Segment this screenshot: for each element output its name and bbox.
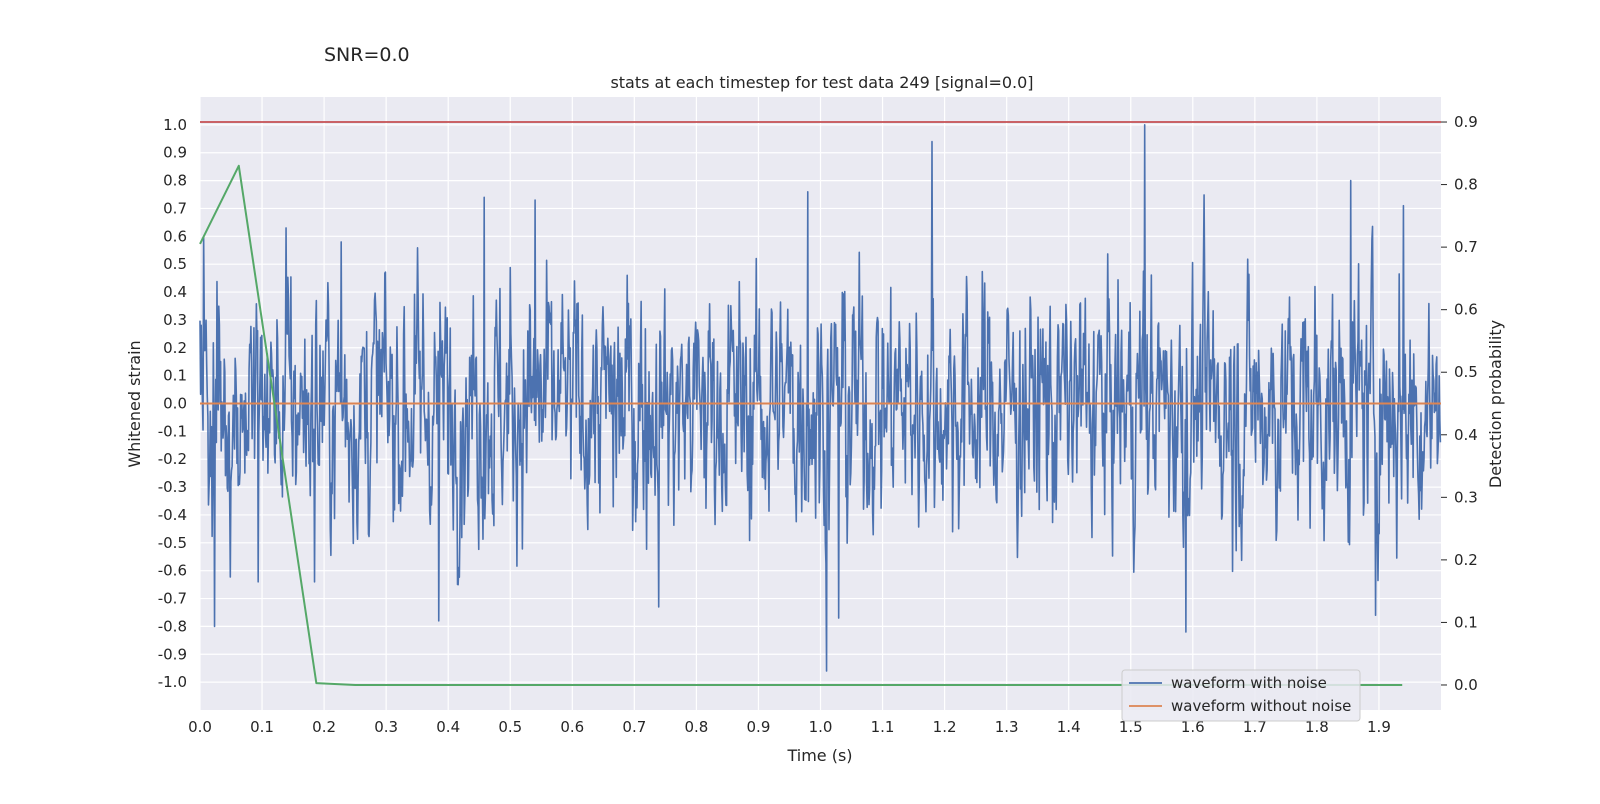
y-tick-label: 0.2 bbox=[163, 339, 187, 357]
y-tick-label: 0.3 bbox=[163, 311, 187, 329]
x-tick-label: 0.9 bbox=[747, 718, 771, 736]
y2-tick-label: 0.7 bbox=[1454, 238, 1478, 256]
x-tick-label: 1.5 bbox=[1119, 718, 1143, 736]
x-tick-label: 0.5 bbox=[498, 718, 522, 736]
y2-tick-label: 0.1 bbox=[1454, 613, 1478, 631]
y-tick-label: -1.0 bbox=[158, 673, 187, 691]
x-tick-label: 1.2 bbox=[933, 718, 957, 736]
x-tick-label: 0.7 bbox=[622, 718, 646, 736]
suptitle: SNR=0.0 bbox=[324, 44, 410, 66]
legend: waveform with noise waveform without noi… bbox=[1121, 669, 1361, 722]
y2-tick-label: 0.2 bbox=[1454, 551, 1478, 569]
x-axis-label: Time (s) bbox=[786, 746, 852, 765]
y-tick-label: 0.6 bbox=[163, 227, 187, 245]
legend-box bbox=[1121, 669, 1361, 722]
x-tick-label: 1.6 bbox=[1181, 718, 1205, 736]
y-tick-label: -0.4 bbox=[158, 506, 187, 524]
y-tick-label: 0.4 bbox=[163, 283, 187, 301]
y-tick-label: 0.0 bbox=[163, 395, 187, 413]
x-tick-label: 1.8 bbox=[1305, 718, 1329, 736]
series-waveform-with-noise bbox=[199, 124, 1442, 672]
x-axis-ticks: 0.0 0.1 0.2 0.3 0.4 0.5 0.6 0.7 0.8 0.9 1.0 1.1 1.2 1… bbox=[188, 718, 1391, 736]
y-tick-label: 0.8 bbox=[163, 172, 187, 190]
legend-label-with-noise: waveform with noise bbox=[1171, 674, 1327, 692]
x-tick-label: 1.4 bbox=[1057, 718, 1081, 736]
x-tick-label: 1.1 bbox=[871, 718, 895, 736]
y2-tick-label: 0.4 bbox=[1454, 426, 1478, 444]
y-tick-label: 1.0 bbox=[163, 116, 187, 134]
x-tick-label: 0.6 bbox=[560, 718, 584, 736]
x-tick-label: 0.4 bbox=[436, 718, 460, 736]
x-tick-label: 1.7 bbox=[1243, 718, 1267, 736]
y-tick-label: 0.5 bbox=[163, 255, 187, 273]
y2-tick-label: 0.6 bbox=[1454, 301, 1478, 319]
y-tick-label: -0.7 bbox=[158, 590, 187, 608]
y-tick-label: -0.1 bbox=[158, 422, 187, 440]
series-detection-probability bbox=[199, 164, 1403, 686]
y2-tick-label: 0.9 bbox=[1454, 113, 1478, 131]
y2-tick-label: 0.8 bbox=[1454, 176, 1478, 194]
y-tick-label: 0.1 bbox=[163, 367, 187, 385]
y-tick-label: -0.8 bbox=[158, 617, 187, 635]
y-tick-label: -0.5 bbox=[158, 534, 187, 552]
y-axis-label: Whitened strain bbox=[125, 340, 144, 467]
y-axis-ticks: 1.0 0.9 0.8 0.7 0.6 0.5 0.4 0.3 0.2 0.1 0.0 -0.1 -0.… bbox=[158, 116, 187, 691]
y2-tick-label: 0.0 bbox=[1454, 676, 1478, 694]
x-tick-label: 0.1 bbox=[250, 718, 274, 736]
x-tick-label: 1.3 bbox=[995, 718, 1019, 736]
x-tick-label: 0.2 bbox=[312, 718, 336, 736]
y-tick-label: -0.6 bbox=[158, 562, 187, 580]
y2-axis-ticks: 0.9 0.8 0.7 0.6 0.5 0.4 0.3 0.2 0.1 0.0 bbox=[1441, 113, 1478, 694]
x-tick-label: 1.9 bbox=[1367, 718, 1391, 736]
x-tick-label: 0.3 bbox=[374, 718, 398, 736]
y-tick-label: 0.7 bbox=[163, 199, 187, 217]
y-tick-label: 0.9 bbox=[163, 144, 187, 162]
series-layer bbox=[199, 121, 1442, 686]
y2-tick-label: 0.5 bbox=[1454, 363, 1478, 381]
y-tick-label: -0.3 bbox=[158, 478, 187, 496]
y2-axis-label: Detection probability bbox=[1486, 320, 1505, 488]
y-tick-label: -0.2 bbox=[158, 450, 187, 468]
chart-title: stats at each timestep for test data 249… bbox=[610, 73, 1033, 92]
y-tick-label: -0.9 bbox=[158, 645, 187, 663]
legend-label-without-noise: waveform without noise bbox=[1171, 697, 1351, 715]
y2-tick-label: 0.3 bbox=[1454, 488, 1478, 506]
x-tick-label: 0.8 bbox=[684, 718, 708, 736]
x-tick-label: 1.0 bbox=[809, 718, 833, 736]
x-tick-label: 0.0 bbox=[188, 718, 212, 736]
